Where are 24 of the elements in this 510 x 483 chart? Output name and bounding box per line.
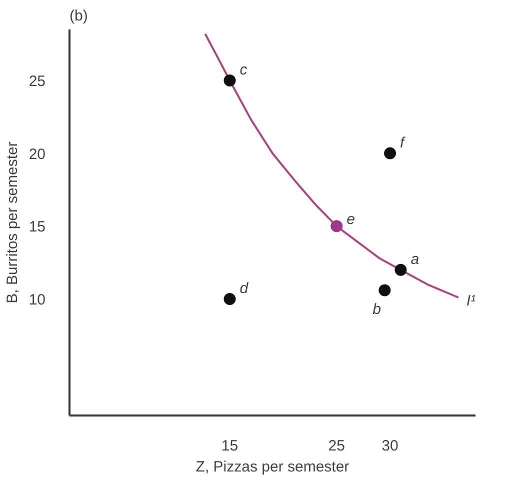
- point: [394, 264, 407, 276]
- line-series: [204, 32, 460, 299]
- annotation: b: [372, 301, 382, 318]
- x-tick-label: 15: [221, 438, 238, 454]
- x-tick-label: 25: [328, 438, 345, 454]
- annotation: f: [400, 134, 406, 152]
- y-tick-label: 25: [28, 72, 46, 90]
- annotation: a: [410, 250, 420, 268]
- point: [384, 147, 396, 160]
- y-axis-title: B, Burritos per semester: [4, 142, 21, 304]
- annotation: c: [240, 61, 248, 78]
- y-tick-label: 15: [28, 218, 46, 236]
- point: [330, 220, 343, 232]
- annotation: d: [240, 280, 249, 297]
- point: [224, 292, 236, 305]
- chart-title: (b): [70, 8, 88, 24]
- point: [224, 74, 236, 86]
- series-label: I¹: [466, 292, 476, 310]
- point: [378, 284, 391, 296]
- y-tick-label: 20: [28, 146, 46, 163]
- y-tick-label: 10: [28, 291, 46, 308]
- x-axis-title: Z, Pizzas per semester: [196, 458, 350, 476]
- annotation: e: [346, 211, 355, 228]
- x-tick-label: 30: [382, 438, 398, 454]
